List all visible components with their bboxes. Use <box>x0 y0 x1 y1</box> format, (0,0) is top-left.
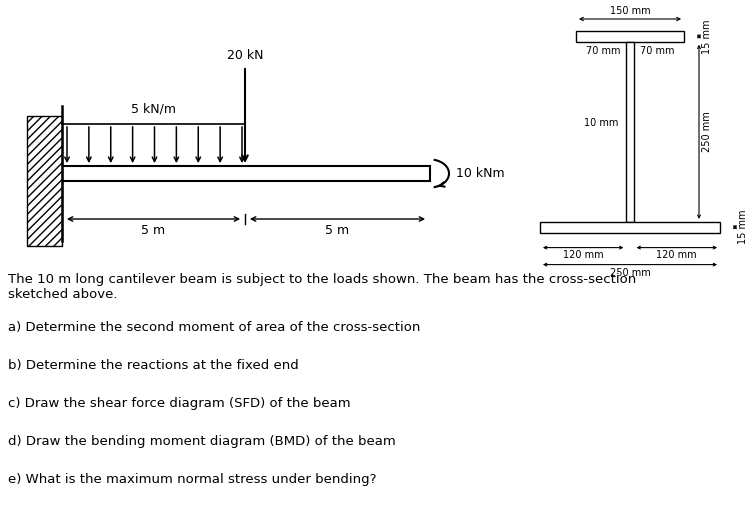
Text: 250 mm: 250 mm <box>702 111 712 152</box>
Text: b) Determine the reactions at the fixed end: b) Determine the reactions at the fixed … <box>8 359 299 372</box>
Text: d) Draw the bending moment diagram (BMD) of the beam: d) Draw the bending moment diagram (BMD)… <box>8 435 396 448</box>
Bar <box>27 116 62 246</box>
Bar <box>540 222 720 232</box>
Bar <box>576 31 684 42</box>
Text: 5 kN/m: 5 kN/m <box>131 103 176 116</box>
Text: 70 mm: 70 mm <box>639 46 675 56</box>
Text: e) What is the maximum normal stress under bending?: e) What is the maximum normal stress und… <box>8 473 376 486</box>
Text: 10 mm: 10 mm <box>584 118 619 128</box>
Text: 15 mm: 15 mm <box>702 19 712 54</box>
Text: 120 mm: 120 mm <box>563 250 604 259</box>
Text: 10 kNm: 10 kNm <box>456 167 505 180</box>
Text: 120 mm: 120 mm <box>657 250 697 259</box>
Text: 5 m: 5 m <box>141 224 166 237</box>
Text: The 10 m long cantilever beam is subject to the loads shown. The beam has the cr: The 10 m long cantilever beam is subject… <box>8 273 636 301</box>
Bar <box>62 166 430 181</box>
Text: 250 mm: 250 mm <box>610 268 651 278</box>
Text: a) Determine the second moment of area of the cross-section: a) Determine the second moment of area o… <box>8 321 421 334</box>
Text: c) Draw the shear force diagram (SFD) of the beam: c) Draw the shear force diagram (SFD) of… <box>8 397 350 410</box>
Text: 70 mm: 70 mm <box>586 46 620 56</box>
Text: 5 m: 5 m <box>326 224 350 237</box>
Text: 150 mm: 150 mm <box>610 6 651 16</box>
Text: 20 kN: 20 kN <box>227 49 263 62</box>
Bar <box>627 42 633 222</box>
Text: 15 mm: 15 mm <box>738 210 747 244</box>
